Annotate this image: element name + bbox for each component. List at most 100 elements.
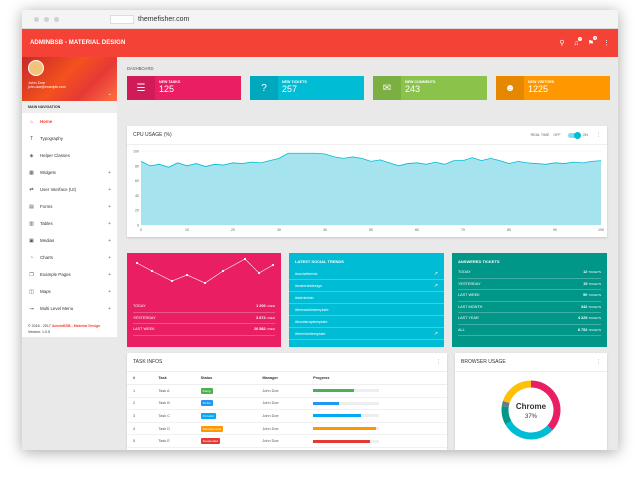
expand-icon[interactable]: + (108, 271, 111, 278)
table-row[interactable]: 4 Task D Wait Approval John Doe (127, 422, 447, 436)
info-box-new-visitors[interactable]: ☻ NEW VISITORS 1225 (496, 76, 610, 100)
info-box-value: 257 (282, 84, 298, 94)
copyright-text: © 2016 - 2017 (28, 324, 52, 328)
info-box-new-comments[interactable]: ✉ NEW COMMENTS 243 (373, 76, 487, 100)
sparkline-point (221, 269, 225, 273)
search-icon[interactable]: ⚲ (559, 40, 565, 47)
donut-segment-firefox[interactable] (505, 420, 553, 440)
tickets-value-unit: TICKETS (588, 327, 601, 332)
info-boxes: ☰ NEW TASKS 125 ? NEW TICKETS 257 ✉ NEW COMMENT… (127, 76, 610, 100)
expand-icon[interactable]: + (108, 288, 111, 295)
task-column-header: # (127, 372, 153, 385)
visits-value-number: 26 582 (254, 327, 266, 332)
table-row[interactable]: 1 Task A Doing John Doe (127, 384, 447, 398)
task-manager: John Doe (256, 384, 308, 398)
sidebar-item-tables[interactable]: ▥ Tables + (22, 215, 117, 232)
progress-fill (313, 414, 361, 418)
trending-up-icon: ↗ (433, 330, 438, 337)
sidebar-item-example-pages[interactable]: ❐ Example Pages + (22, 266, 117, 283)
window-dot[interactable] (44, 16, 49, 22)
info-box-value: 1225 (528, 84, 549, 94)
social-trend-item[interactable]: #socialtrends ↗ (289, 268, 444, 280)
notifications-icon[interactable]: ♫ 7 (573, 36, 582, 47)
more-vert-icon[interactable]: ⋮ (436, 359, 441, 365)
brand-title[interactable]: ADMINBSB - MATERIAL DESIGN (30, 40, 126, 46)
page-title: DASHBOARD (127, 66, 154, 71)
cpu-card-title: CPU USAGE (%) (133, 132, 172, 138)
sidebar-item-label: Forms (40, 204, 53, 209)
task-number: 3 (127, 409, 153, 423)
sidebar-item-user-interface-ui[interactable]: ⇄ User Interface (UI) + (22, 181, 117, 198)
sidebar-item-medias[interactable]: ▣ Medias + (22, 232, 117, 249)
copyright-brand-link[interactable]: AdminBSB - Material Design (51, 324, 101, 328)
sidebar-item-home[interactable]: ⌂ Home (22, 113, 117, 130)
sparkline-point (185, 273, 189, 277)
donut-segment-opera[interactable] (501, 400, 510, 408)
browser-usage-header: BROWSER USAGE ⋮ (455, 353, 607, 372)
visits-card: TODAY 1 200USER YESTERDAY 3 872USER LAST WEE… (127, 253, 281, 347)
table-row[interactable]: 2 Task B To Do John Doe (127, 397, 447, 411)
social-trend-item[interactable]: #bootstraptemplate (289, 316, 444, 328)
sidebar-item-forms[interactable]: ▤ Forms + (22, 198, 117, 215)
browser-toolbar: themefisher.com (22, 10, 618, 29)
sparkline-point (271, 263, 275, 267)
visits-row-label: LAST WEEK (133, 327, 155, 332)
table-row[interactable]: 5 Task E Suspended John Doe (127, 434, 447, 448)
tickets-row: LAST MONTH 342TICKETS (458, 302, 601, 313)
tickets-value-unit: TICKETS (588, 304, 601, 309)
address-bar[interactable] (110, 14, 134, 24)
pages-icon: ❐ (29, 271, 34, 278)
x-tick-label: 70 (461, 228, 465, 232)
tickets-row: TODAY 12TICKETS (458, 267, 601, 279)
window-dot[interactable] (54, 16, 59, 22)
donut-segment-safari[interactable] (501, 406, 512, 425)
social-trend-item[interactable]: #adminbsb (289, 292, 444, 304)
tickets-value-number: 90 (583, 293, 588, 298)
social-trend-tag: #freehtmltemplate (295, 331, 326, 336)
realtime-toggle[interactable] (567, 131, 581, 139)
expand-icon[interactable]: + (108, 237, 111, 244)
y-tick-label: 40 (135, 194, 139, 198)
x-tick-label: 20 (231, 228, 235, 232)
more-vert-icon[interactable]: ⋮ (596, 359, 601, 365)
task-table-header: # Task Status Manager Progress (127, 372, 447, 385)
social-trend-item[interactable]: #freeadmintemplate (289, 304, 444, 316)
avatar[interactable] (28, 60, 44, 76)
sidebar-item-widgets[interactable]: ▦ Widgets + (22, 164, 117, 181)
social-trend-item[interactable]: #materialdesign ↗ (289, 280, 444, 292)
status-badge: Suspended (200, 438, 220, 445)
sidebar-item-multi-level-menu[interactable]: ↝ Multi Level Menu + (22, 300, 117, 317)
donut-segment-other[interactable] (502, 380, 532, 404)
sidebar-item-helper-classes[interactable]: ◈ Helper Classes (22, 147, 117, 164)
sparkline-point (203, 281, 207, 285)
tickets-value-number: 12 (583, 270, 588, 275)
more-vert-icon[interactable]: ⋮ (596, 132, 601, 138)
window-dot[interactable] (34, 16, 39, 22)
donut-segment-chrome[interactable] (530, 380, 561, 431)
sidebar-item-maps[interactable]: ◫ Maps + (22, 283, 117, 300)
cpu-area-chart: 0 20 40 60 80 100 0 10 20 30 40 50 60 70 80 90 100 (133, 150, 604, 233)
visits-row-label: TODAY (133, 304, 146, 309)
task-progress-cell (307, 384, 447, 398)
chevron-down-icon[interactable]: ⌄ (107, 91, 112, 97)
table-row[interactable]: 3 Task C On Hold John Doe (127, 409, 447, 423)
flag-icon[interactable]: ⚑ 9 (587, 36, 597, 47)
social-trend-item[interactable]: #freehtmltemplate ↗ (289, 328, 444, 340)
visits-value-unit: USER (266, 315, 275, 320)
expand-icon[interactable]: + (108, 254, 111, 261)
more-vert-icon[interactable]: ⋮ (603, 40, 610, 47)
expand-icon[interactable]: + (108, 186, 111, 193)
task-status-cell: On Hold (194, 409, 257, 423)
sidebar-item-label: User Interface (UI) (40, 187, 77, 192)
expand-icon[interactable]: + (108, 203, 111, 210)
info-box-value: 243 (405, 84, 421, 94)
expand-icon[interactable]: + (108, 169, 111, 176)
info-box-new-tasks[interactable]: ☰ NEW TASKS 125 (127, 76, 241, 100)
user-email: john.doe@example.com (28, 85, 66, 89)
sidebar-item-typography[interactable]: T Typography (22, 130, 117, 147)
info-box-new-tickets[interactable]: ? NEW TICKETS 257 (250, 76, 364, 100)
expand-icon[interactable]: + (108, 305, 111, 312)
expand-icon[interactable]: + (108, 220, 111, 227)
sidebar-item-charts[interactable]: ◔ Charts + (22, 249, 117, 266)
task-name: Task E (152, 434, 195, 448)
